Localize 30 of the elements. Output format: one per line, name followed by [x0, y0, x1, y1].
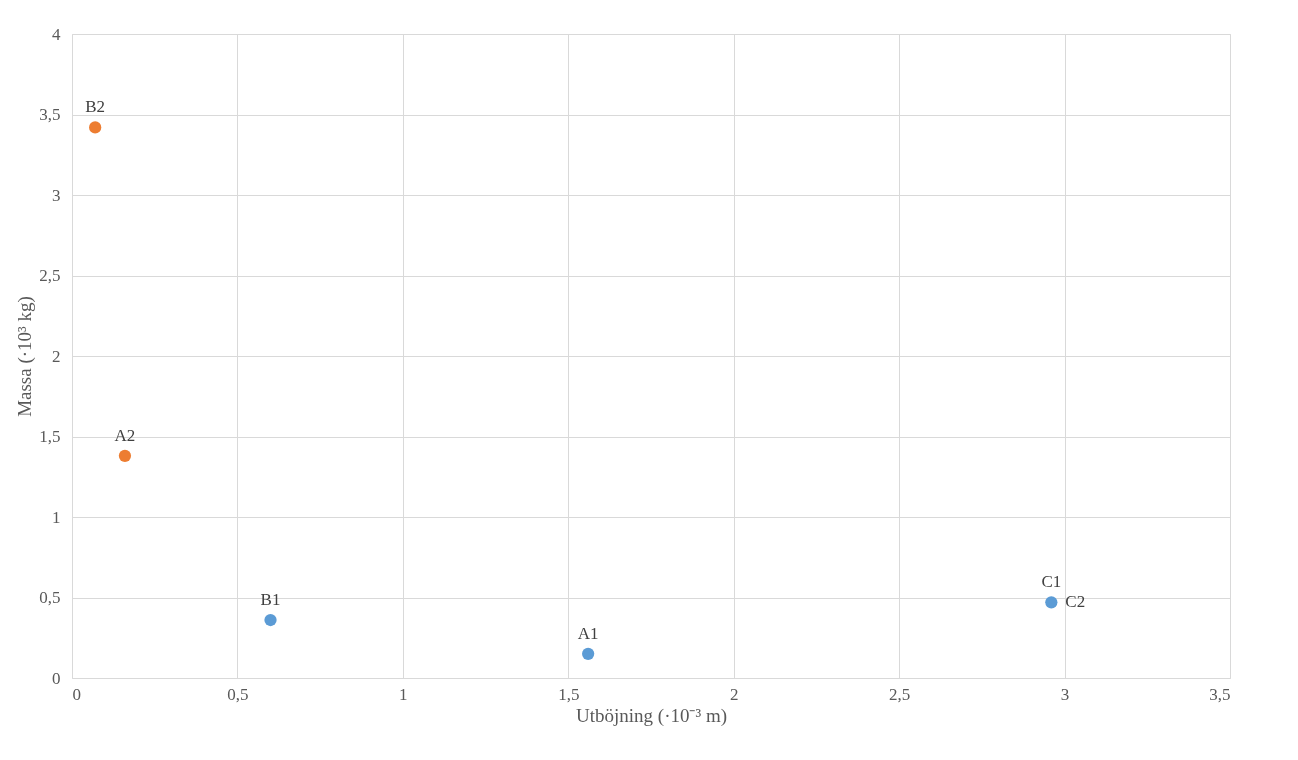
x-tick-label: 2 — [729, 684, 739, 704]
annotation: C2 — [1065, 592, 1086, 612]
annotation: A1 — [577, 623, 599, 643]
x-tick-label: 3 — [1060, 684, 1070, 704]
y-tick-label: 3 — [52, 185, 61, 205]
x-tick-label: 1 — [399, 684, 408, 704]
y-tick-label: 0 — [52, 668, 61, 688]
point — [264, 613, 277, 627]
annotation: A2 — [114, 425, 136, 445]
y-tick-label: 0,5 — [39, 588, 61, 607]
point — [1045, 596, 1058, 609]
x-tick-label: 1,5 — [558, 684, 580, 704]
y-tick-label: 4 — [52, 24, 61, 44]
y-tick-label: 2,5 — [39, 266, 61, 285]
y-tick-label: 1 — [52, 507, 61, 527]
x-tick-label: 2,5 — [889, 684, 911, 704]
point — [582, 647, 595, 660]
annotation: C1 — [1041, 572, 1062, 592]
y-tick-label: 2 — [52, 346, 61, 366]
point — [89, 121, 102, 134]
y-tick-label: 3,5 — [39, 105, 61, 124]
x-axis-title: Utböjning (·10⁻³ m) — [575, 704, 728, 727]
point — [118, 449, 132, 462]
x-tick-label: 3,5 — [1209, 684, 1231, 704]
x-tick-label: 0 — [72, 684, 81, 704]
annotation: B1 — [260, 590, 281, 610]
y-axis-title: Massa (·10³ kg) — [14, 296, 37, 417]
x-tick-label: 0,5 — [227, 684, 249, 704]
annotation: B2 — [85, 97, 106, 117]
y-tick-label: 1,5 — [39, 427, 61, 446]
